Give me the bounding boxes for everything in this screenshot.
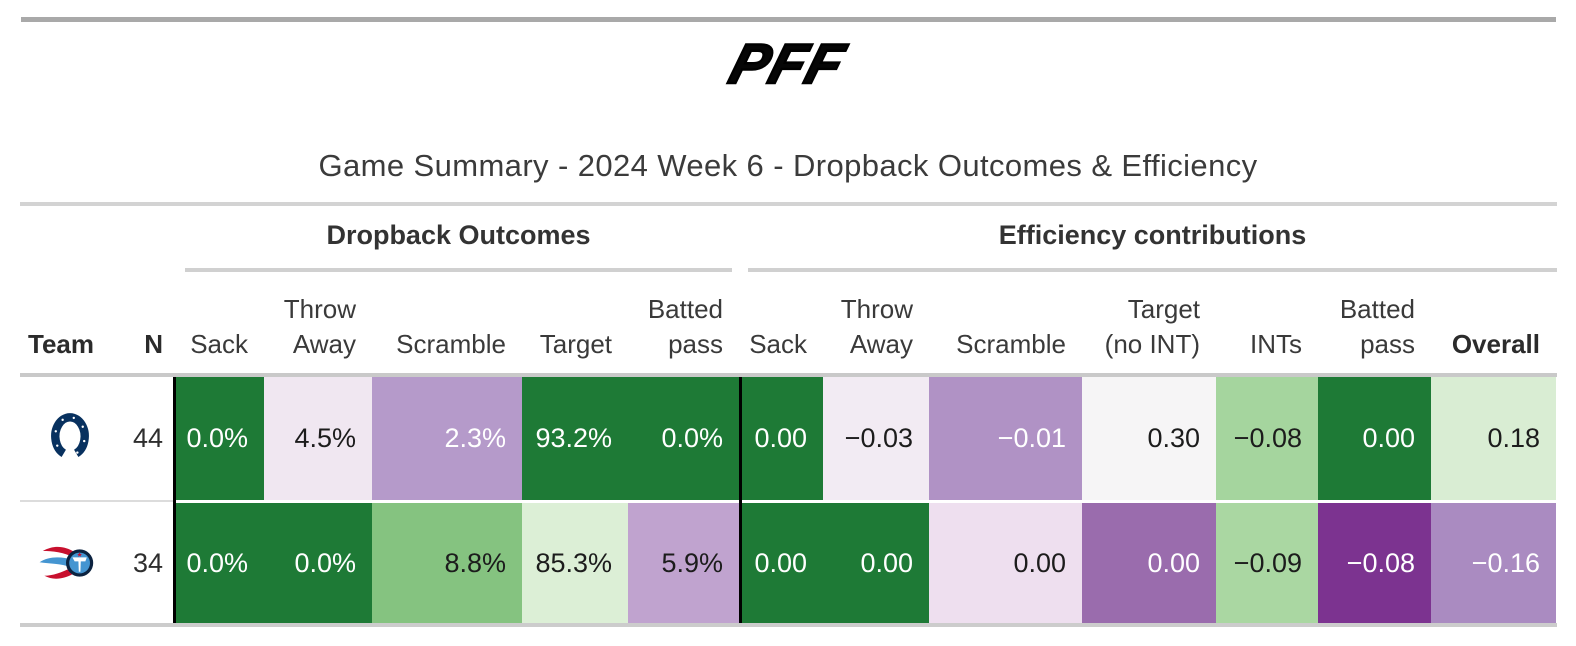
header-line2: pass xyxy=(668,329,723,359)
top-rule xyxy=(21,17,1556,22)
efficiency-group-underline xyxy=(748,268,1557,272)
titans-outcome-sack-cell: 0.0% xyxy=(175,503,264,623)
colts-efficiency-scramble-cell: −0.01 xyxy=(929,377,1082,500)
title-separator-rule xyxy=(20,202,1557,206)
header-line2: Overall xyxy=(1451,329,1540,359)
colts-efficiency-batted-pass-cell: 0.00 xyxy=(1318,377,1431,500)
titans-logo xyxy=(39,546,94,579)
header-line2: Away xyxy=(292,329,356,359)
row-separator-rule xyxy=(20,500,173,502)
header-line2: Sack xyxy=(749,329,807,359)
titans-outcome-target-cell: 85.3% xyxy=(522,503,628,623)
table-row-colts: 44 0.0% 4.5% 2.3% 93.2% 0.0% 0.00 −0.03 … xyxy=(0,377,1576,500)
n-value: 34 xyxy=(132,547,163,578)
pff-logo: PFF xyxy=(722,31,854,97)
bottom-rule xyxy=(20,623,1557,627)
header-line1: Batted xyxy=(647,294,723,324)
header-line2: (no INT) xyxy=(1104,329,1200,359)
column-header-team: Team xyxy=(28,329,94,359)
header-line2: pass xyxy=(1360,329,1415,359)
titans-efficiency-ints-cell: −0.09 xyxy=(1216,503,1318,623)
colts-outcome-throw-away-cell: 4.5% xyxy=(264,377,372,500)
team-logo-cell xyxy=(20,503,120,623)
colts-outcome-scramble-cell: 2.3% xyxy=(372,377,522,500)
titans-efficiency-target-cell: 0.00 xyxy=(1082,503,1216,623)
header-line1: Batted xyxy=(1339,294,1415,324)
column-header-efficiency-scramble: Scramble xyxy=(929,284,1082,362)
colts-efficiency-sack-cell: 0.00 xyxy=(741,377,823,500)
column-header-efficiency-batted-pass: Batted pass xyxy=(1318,284,1431,362)
header-line1: Target xyxy=(1127,294,1200,324)
header-line2: Sack xyxy=(190,329,248,359)
dropback-group-underline xyxy=(185,268,732,272)
table-row-titans: 34 0.0% 0.0% 8.8% 85.3% 5.9% 0.00 0.00 0… xyxy=(0,503,1576,623)
logo-container: PFF xyxy=(0,31,1576,97)
page-title: Game Summary - 2024 Week 6 - Dropback Ou… xyxy=(318,148,1258,183)
header-bottom-rule xyxy=(20,373,1557,377)
colts-horseshoe-logo xyxy=(51,412,89,457)
colts-efficiency-throw-away-cell: −0.03 xyxy=(823,377,929,500)
colts-efficiency-ints-cell: −0.08 xyxy=(1216,377,1318,500)
section-divider-left xyxy=(173,377,176,623)
section-divider-right xyxy=(739,377,742,623)
titans-outcome-scramble-cell: 8.8% xyxy=(372,503,522,623)
titans-efficiency-sack-cell: 0.00 xyxy=(741,503,823,623)
colts-efficiency-overall-cell: 0.18 xyxy=(1431,377,1556,500)
group-header-dropback-outcomes: Dropback Outcomes xyxy=(326,220,591,250)
column-header-n: N xyxy=(144,329,163,359)
group-header-efficiency-contributions: Efficiency contributions xyxy=(998,220,1307,250)
column-header-efficiency-target-no-int: Target (no INT) xyxy=(1082,284,1216,362)
titans-efficiency-overall-cell: −0.16 xyxy=(1431,503,1556,623)
titans-efficiency-throw-away-cell: 0.00 xyxy=(823,503,929,623)
header-line2: Scramble xyxy=(396,329,506,359)
column-header-efficiency-sack: Sack xyxy=(741,284,823,362)
column-header-efficiency-overall: Overall xyxy=(1431,284,1556,362)
titans-outcome-throw-away-cell: 0.0% xyxy=(264,503,372,623)
titans-outcome-batted-pass-cell: 5.9% xyxy=(628,503,739,623)
column-header-outcome-target: Target xyxy=(522,284,628,362)
header-line1: Throw xyxy=(283,294,356,324)
team-logo-cell xyxy=(20,377,120,500)
column-header-outcome-batted-pass: Batted pass xyxy=(628,284,739,362)
column-header-efficiency-ints: INTs xyxy=(1216,284,1318,362)
n-value: 44 xyxy=(132,423,163,453)
titans-efficiency-scramble-cell: 0.00 xyxy=(929,503,1082,623)
header-line2: Away xyxy=(849,329,913,359)
colts-outcome-sack-cell: 0.0% xyxy=(175,377,264,500)
header-line1: Throw xyxy=(840,294,913,324)
titans-efficiency-batted-pass-cell: −0.08 xyxy=(1318,503,1431,623)
column-header-outcome-sack: Sack xyxy=(175,284,264,362)
column-header-efficiency-throw-away: Throw Away xyxy=(823,284,929,362)
colts-outcome-batted-pass-cell: 0.0% xyxy=(628,377,739,500)
header-line2: Scramble xyxy=(956,329,1066,359)
column-header-outcome-scramble: Scramble xyxy=(372,284,522,362)
colts-outcome-target-cell: 93.2% xyxy=(522,377,628,500)
column-header-outcome-throw-away: Throw Away xyxy=(264,284,372,362)
header-line2: INTs xyxy=(1250,329,1302,359)
colts-efficiency-target-cell: 0.30 xyxy=(1082,377,1216,500)
header-line2: Target xyxy=(539,329,612,359)
